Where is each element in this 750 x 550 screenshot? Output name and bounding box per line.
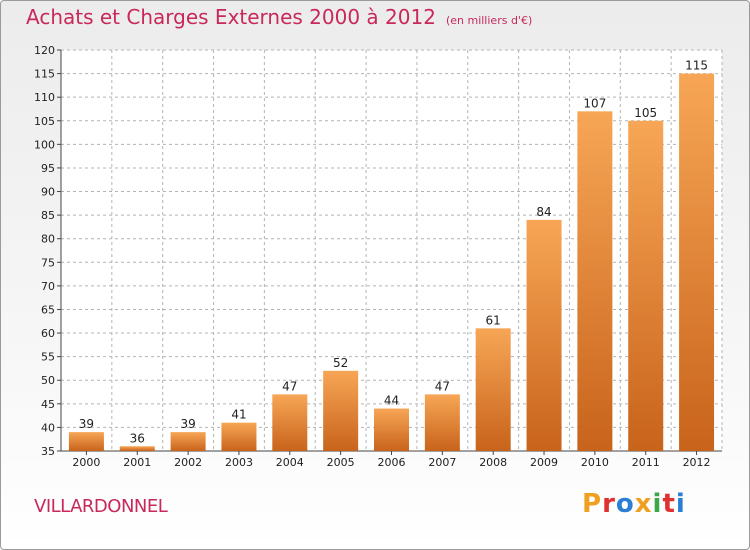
y-tick-label: 45 bbox=[41, 398, 55, 411]
bar-value-label: 47 bbox=[282, 379, 297, 393]
x-tick-label: 2001 bbox=[123, 456, 151, 469]
bar-value-label: 47 bbox=[435, 379, 450, 393]
x-tick-label: 2011 bbox=[632, 456, 660, 469]
x-tick-label: 2007 bbox=[428, 456, 456, 469]
x-tick-label: 2005 bbox=[327, 456, 355, 469]
y-tick-label: 110 bbox=[34, 91, 55, 104]
bar-value-label: 105 bbox=[634, 106, 657, 120]
bar bbox=[323, 370, 359, 451]
bar bbox=[628, 120, 664, 451]
brand-letter: o bbox=[615, 489, 635, 519]
x-tick-label: 2008 bbox=[479, 456, 507, 469]
brand-letter: t bbox=[662, 489, 676, 519]
value-labels: 39 36 39 41 47 52 44 47 61 84 107 105 115 bbox=[79, 59, 708, 446]
bar bbox=[170, 432, 206, 451]
x-tick-label: 2010 bbox=[581, 456, 609, 469]
bar-value-label: 52 bbox=[333, 356, 348, 370]
bar bbox=[374, 408, 409, 451]
plot-area bbox=[61, 50, 722, 451]
brand-letter: i bbox=[675, 489, 686, 519]
bar bbox=[221, 422, 257, 451]
brand-letter: r bbox=[602, 489, 616, 519]
bar bbox=[272, 394, 308, 451]
bar bbox=[68, 432, 104, 451]
y-tick-label: 115 bbox=[34, 68, 55, 81]
y-tick-label: 100 bbox=[34, 138, 55, 151]
y-tick-label: 50 bbox=[41, 374, 55, 387]
bar bbox=[475, 328, 511, 451]
x-tick-label: 2012 bbox=[683, 456, 711, 469]
brand-letter: i bbox=[652, 489, 663, 519]
chart-title-text: Achats et Charges Externes 2000 à 2012 bbox=[26, 5, 436, 29]
y-tick-label: 95 bbox=[41, 162, 55, 175]
y-tick-label: 120 bbox=[34, 44, 55, 57]
bar bbox=[424, 394, 460, 451]
chart-title: Achats et Charges Externes 2000 à 2012 (e… bbox=[26, 5, 532, 29]
brand-letter: P bbox=[582, 489, 603, 519]
x-tick-label: 2002 bbox=[174, 456, 202, 469]
y-tick-label: 70 bbox=[41, 280, 55, 293]
bar-value-label: 39 bbox=[180, 417, 195, 431]
y-tick-label: 40 bbox=[41, 421, 55, 434]
y-tick-label: 35 bbox=[41, 445, 55, 458]
bar bbox=[119, 446, 155, 451]
axes: 35 40 45 50 55 60 65 70 75 80 85 90 95 100 105 110 115 12… bbox=[34, 44, 722, 469]
x-tick-label: 2004 bbox=[276, 456, 304, 469]
bar-value-label: 61 bbox=[486, 313, 501, 327]
y-tick-label: 75 bbox=[41, 256, 55, 269]
chart-subtitle: (en milliers d'€) bbox=[445, 14, 533, 27]
x-tick-label: 2003 bbox=[225, 456, 253, 469]
city-name: VILLARDONNEL bbox=[34, 496, 168, 517]
proxiti-logo: Proxiti bbox=[582, 489, 686, 519]
y-tick-label: 60 bbox=[41, 327, 55, 340]
x-tick-label: 2000 bbox=[72, 456, 100, 469]
brand-letter: x bbox=[634, 489, 653, 519]
bar-value-label: 36 bbox=[130, 431, 145, 445]
bar bbox=[679, 73, 715, 452]
grid-lines bbox=[60, 49, 723, 452]
y-tick-label: 85 bbox=[41, 209, 55, 222]
bar bbox=[577, 111, 613, 452]
bar-value-label: 84 bbox=[536, 205, 551, 219]
bar-value-label: 115 bbox=[685, 59, 708, 73]
bar-value-label: 39 bbox=[79, 417, 94, 431]
bars bbox=[68, 73, 715, 452]
x-tick-label: 2006 bbox=[378, 456, 406, 469]
y-tick-label: 90 bbox=[41, 186, 55, 199]
y-tick-label: 105 bbox=[34, 115, 55, 128]
y-tick-label: 55 bbox=[41, 351, 55, 364]
y-tick-label: 65 bbox=[41, 303, 55, 316]
y-tick-label: 80 bbox=[41, 233, 55, 246]
bar-value-label: 44 bbox=[384, 394, 399, 408]
bar-value-label: 41 bbox=[231, 408, 246, 422]
x-tick-label: 2009 bbox=[530, 456, 558, 469]
bar-value-label: 107 bbox=[583, 96, 606, 110]
bar bbox=[526, 219, 562, 451]
